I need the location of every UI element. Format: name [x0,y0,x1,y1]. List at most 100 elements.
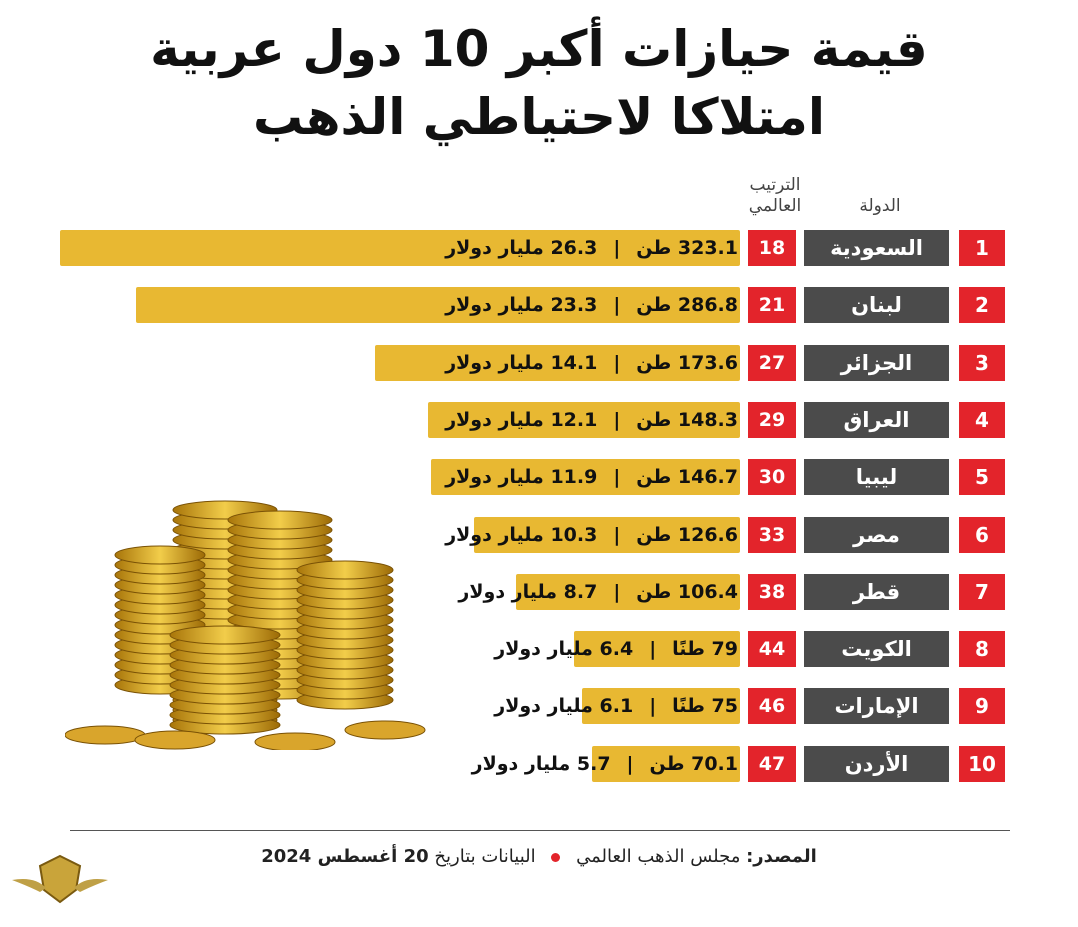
chart-row: 173.6 طن | 14.1 مليار دولار 27 الجزائر 3 [0,344,1078,381]
world-rank-header-line-2: العالمي [748,196,802,216]
country-label: ليبيا [804,459,949,496]
source-line: المصدر: مجلس الذهب العالمي البيانات بتار… [0,846,1078,867]
coin [227,510,333,530]
gold-bar [592,745,740,782]
tons-label: 323.1 طن [636,237,738,259]
source-label: المصدر: [746,846,817,867]
world-rank-badge: 29 [748,401,796,438]
tons-label: 173.6 طن [636,351,738,374]
gold-bar [431,459,740,496]
tons-label: 70.1 طن [649,752,739,775]
bar-data-label: 75 طنًا | 6.1 مليار دولار [378,688,738,724]
arab-rank-badge: 1 [959,230,1005,266]
country-label: الأردن [804,745,949,782]
gold-bar [427,401,740,438]
label-separator: | [613,408,621,431]
world-rank-badge: 47 [748,745,796,782]
value-label: 10.3 مليار دولار [445,523,598,546]
country-label: قطر [804,573,949,610]
gold-coins-illustration [65,500,426,750]
coin [134,730,216,750]
label-separator: | [613,466,621,489]
value-label: 8.7 مليار دولار [458,580,598,603]
gold-bar [136,287,740,324]
bar-data-label: 79 طنًا | 6.4 مليار دولار [378,631,738,667]
label-separator: | [613,294,621,317]
arab-rank-badge: 10 [959,745,1005,782]
country-column-header: الدولة [859,196,901,216]
country-label: السعودية [804,230,949,266]
coin [254,732,336,750]
chart-row: 70.1 طن | 5.7 مليار دولار 47 الأردن 10 [0,745,1078,782]
label-separator: | [613,237,621,259]
tons-label: 286.8 طن [636,294,738,317]
country-label: مصر [804,516,949,553]
arab-rank-badge: 2 [959,287,1005,324]
chart-row: 106.4 طن | 8.7 مليار دولار 38 قطر 7 [0,573,1078,610]
chart-row: 79 طنًا | 6.4 مليار دولار 44 الكويت 8 [0,631,1078,668]
gold-bar [582,688,740,725]
value-label: 11.9 مليار دولار [445,466,598,489]
coin [296,560,394,580]
chart-row: 146.7 طن | 11.9 مليار دولار 30 ليبيا 5 [0,459,1078,496]
world-rank-badge: 38 [748,573,796,610]
label-separator: | [613,580,621,603]
world-rank-badge: 46 [748,688,796,725]
logo-emblem [12,854,108,904]
value-label: 12.1 مليار دولار [445,408,598,431]
label-separator: | [613,351,621,374]
chart-title-line-1: قيمة حيازات أكبر 10 دول عربية [150,20,928,78]
arab-rank-badge: 5 [959,459,1005,496]
tons-label: 75 طنًا [672,695,738,718]
gold-bar [573,631,740,668]
arab-rank-badge: 9 [959,688,1005,725]
world-rank-badge: 30 [748,459,796,496]
bar-data-label: 286.8 طن | 23.3 مليار دولار [378,287,738,323]
label-separator: | [649,638,657,661]
world-rank-badge: 33 [748,516,796,553]
country-label: العراق [804,401,949,438]
world-rank-badge: 27 [748,344,796,381]
chart-row: 126.6 طن | 10.3 مليار دولار 33 مصر 6 [0,516,1078,553]
tons-label: 79 طنًا [672,638,738,661]
label-separator: | [649,695,657,718]
arab-rank-badge: 8 [959,631,1005,668]
arab-defense-forum-logo [10,850,110,924]
coin [114,545,206,565]
coin [169,625,281,645]
coin [344,720,426,740]
chart-row: 148.3 طن | 12.1 مليار دولار 29 العراق 4 [0,401,1078,438]
tons-label: 146.7 طن [636,466,738,489]
separator-dot [551,852,561,862]
country-label: لبنان [804,287,949,324]
tons-label: 106.4 طن [636,580,738,603]
world-rank-header-line-1: الترتيب [749,175,801,195]
arab-rank-badge: 7 [959,573,1005,610]
bar-data-label: 70.1 طن | 5.7 مليار دولار [378,746,738,782]
chart-row: 286.8 طن | 23.3 مليار دولار 21 لبنان 2 [0,287,1078,324]
footer-divider [70,830,1010,831]
chart-row: 323.1 طن | 26.3 مليار دولار 18 السعودية 1 [0,230,1078,266]
bar-data-label: 323.1 طن | 26.3 مليار دولار [378,230,738,266]
bar-data-label: 146.7 طن | 11.9 مليار دولار [378,459,738,495]
arab-rank-badge: 3 [959,344,1005,381]
gold-bar [473,516,740,553]
label-separator: | [626,752,634,775]
chart-title-line-2: امتلاكا لاحتياطي الذهب [252,88,826,146]
country-label: الجزائر [804,344,949,381]
world-rank-badge: 21 [748,287,796,324]
tons-label: 126.6 طن [636,523,738,546]
value-label: 23.3 مليار دولار [445,294,598,317]
source-name: مجلس الذهب العالمي [576,846,741,867]
bar-data-label: 106.4 طن | 8.7 مليار دولار [378,574,738,610]
value-label: 14.1 مليار دولار [445,351,598,374]
gold-bar [60,230,740,266]
bar-data-label: 148.3 طن | 12.1 مليار دولار [378,402,738,438]
bar-data-label: 173.6 طن | 14.1 مليار دولار [378,345,738,381]
value-label: 5.7 مليار دولار [471,752,611,775]
bar-data-label: 126.6 طن | 10.3 مليار دولار [378,517,738,553]
world-rank-badge: 44 [748,631,796,668]
label-separator: | [613,523,621,546]
country-label: الإمارات [804,688,949,725]
gold-bar [374,344,740,381]
